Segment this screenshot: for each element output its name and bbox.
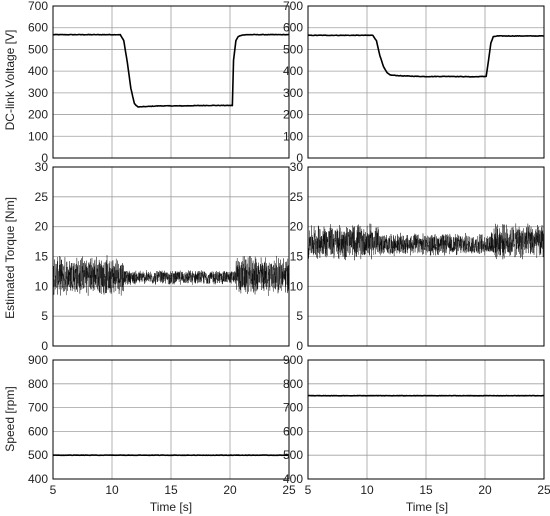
y-tick-label: 20 bbox=[290, 220, 304, 234]
x-tick-label: 20 bbox=[478, 483, 492, 497]
y-tick-label: 25 bbox=[290, 190, 304, 204]
y-axis-label-speed: Speed [rpm] bbox=[3, 386, 17, 451]
y-tick-label: 200 bbox=[28, 108, 48, 122]
plot-frame-torque-left bbox=[52, 166, 290, 347]
y-tick-label: 300 bbox=[28, 86, 48, 100]
y-tick-label: 600 bbox=[283, 424, 303, 438]
y-tick-label: 800 bbox=[28, 377, 48, 391]
x-tick-label: 10 bbox=[105, 483, 119, 497]
x-tick-label: 15 bbox=[164, 483, 178, 497]
series-line-voltage-right bbox=[307, 34, 545, 78]
x-axis-label-left: Time [s] bbox=[150, 500, 192, 514]
y-tick-label: 25 bbox=[35, 190, 49, 204]
y-tick-label: 400 bbox=[283, 64, 303, 78]
y-tick-label: 700 bbox=[283, 401, 303, 415]
y-tick-label: 5 bbox=[41, 309, 48, 323]
plot-frame-voltage-left bbox=[52, 5, 290, 159]
series-layer bbox=[52, 33, 545, 457]
y-axis-label-torque: Estimated Torque [Nm] bbox=[3, 197, 17, 319]
y-tick-label: 200 bbox=[283, 108, 303, 122]
y-tick-label: 15 bbox=[35, 250, 49, 264]
y-tick-label: 600 bbox=[283, 21, 303, 35]
y-tick-label: 10 bbox=[290, 279, 304, 293]
y-tick-label: 400 bbox=[28, 64, 48, 78]
y-tick-label: 700 bbox=[28, 0, 48, 13]
x-tick-label: 25 bbox=[537, 483, 550, 497]
series-line-voltage-left bbox=[52, 33, 290, 108]
y-tick-label: 300 bbox=[283, 86, 303, 100]
y-tick-label: 800 bbox=[283, 377, 303, 391]
y-tick-label: 400 bbox=[28, 472, 48, 486]
y-tick-label: 700 bbox=[28, 401, 48, 415]
y-tick-label: 600 bbox=[28, 424, 48, 438]
y-tick-label: 500 bbox=[283, 42, 303, 56]
y-tick-label: 500 bbox=[28, 42, 48, 56]
tick-layer: 0100200300400500600700010020030040050060… bbox=[28, 0, 550, 497]
x-tick-label: 10 bbox=[360, 483, 374, 497]
frame-layer bbox=[52, 5, 545, 480]
y-tick-label: 500 bbox=[283, 448, 303, 462]
y-axis-label-voltage: DC-link Voltage [V] bbox=[3, 30, 17, 131]
plot-frame-speed-left bbox=[52, 359, 290, 480]
y-tick-label: 15 bbox=[290, 250, 304, 264]
plot-frame-voltage-right bbox=[307, 5, 545, 159]
grid-layer bbox=[53, 6, 544, 479]
y-tick-label: 30 bbox=[35, 160, 49, 174]
y-tick-label: 30 bbox=[290, 160, 304, 174]
y-tick-label: 100 bbox=[28, 129, 48, 143]
plot-frame-speed-right bbox=[307, 359, 545, 480]
y-tick-label: 500 bbox=[28, 448, 48, 462]
y-tick-label: 0 bbox=[296, 151, 303, 165]
y-tick-label: 0 bbox=[41, 339, 48, 353]
plot-frame-torque-right bbox=[307, 166, 545, 347]
series-line-torque-right bbox=[307, 223, 545, 261]
series-line-torque-left bbox=[52, 255, 290, 297]
x-tick-label: 25 bbox=[282, 483, 296, 497]
y-tick-label: 400 bbox=[283, 472, 303, 486]
x-tick-label: 5 bbox=[50, 483, 57, 497]
y-tick-label: 900 bbox=[28, 353, 48, 367]
y-tick-label: 0 bbox=[41, 151, 48, 165]
y-tick-label: 0 bbox=[296, 339, 303, 353]
y-tick-label: 100 bbox=[283, 129, 303, 143]
y-tick-label: 900 bbox=[283, 353, 303, 367]
x-tick-label: 20 bbox=[223, 483, 237, 497]
x-tick-label: 15 bbox=[419, 483, 433, 497]
y-tick-label: 700 bbox=[283, 0, 303, 13]
y-tick-label: 10 bbox=[35, 279, 49, 293]
y-tick-label: 20 bbox=[35, 220, 49, 234]
x-axis-label-right: Time [s] bbox=[406, 500, 448, 514]
x-tick-label: 5 bbox=[305, 483, 312, 497]
y-tick-label: 600 bbox=[28, 21, 48, 35]
y-tick-label: 5 bbox=[296, 309, 303, 323]
